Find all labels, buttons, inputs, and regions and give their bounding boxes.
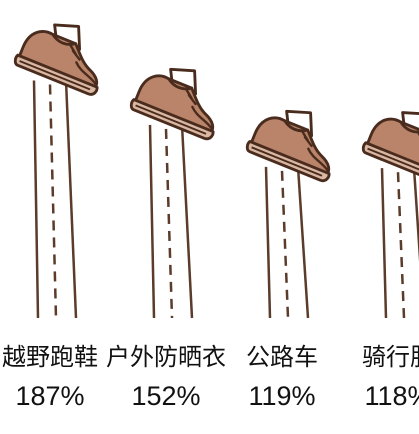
chart-marks: 越野跑鞋 187% 户外防晒衣 152% 公路车 119% 骑行服 118% [2,23,419,411]
track-left-line [148,124,156,319]
track-right-line [180,124,194,319]
track-center-dash [396,172,406,319]
sneaker-icon [245,109,331,183]
track-right-line [296,166,310,319]
track-left-line [32,80,40,319]
category-label: 越野跑鞋 [2,343,98,371]
category-label: 户外防晒衣 [106,343,226,371]
track-center-dash [164,128,174,319]
sneaker-icon [13,23,99,96]
bar-2: 户外防晒衣 152% [106,67,226,411]
value-label: 187% [15,381,84,411]
category-label: 骑行服 [362,343,419,371]
track-right-line [64,80,78,319]
track-right-line [412,168,419,262]
bar-4: 骑行服 118% [361,111,419,411]
bar-1: 越野跑鞋 187% [2,23,99,411]
track-center-dash [280,170,290,319]
value-label: 118% [364,381,419,411]
value-label: 119% [248,381,315,411]
track-left-line [264,166,272,319]
track-center-dash [48,84,58,319]
value-label: 152% [131,381,200,411]
bar-3: 公路车 119% [245,109,331,411]
track-left-line [380,168,388,319]
sneaker-icon [361,111,419,184]
category-label: 公路车 [246,343,318,371]
sneaker-icon [129,67,215,141]
